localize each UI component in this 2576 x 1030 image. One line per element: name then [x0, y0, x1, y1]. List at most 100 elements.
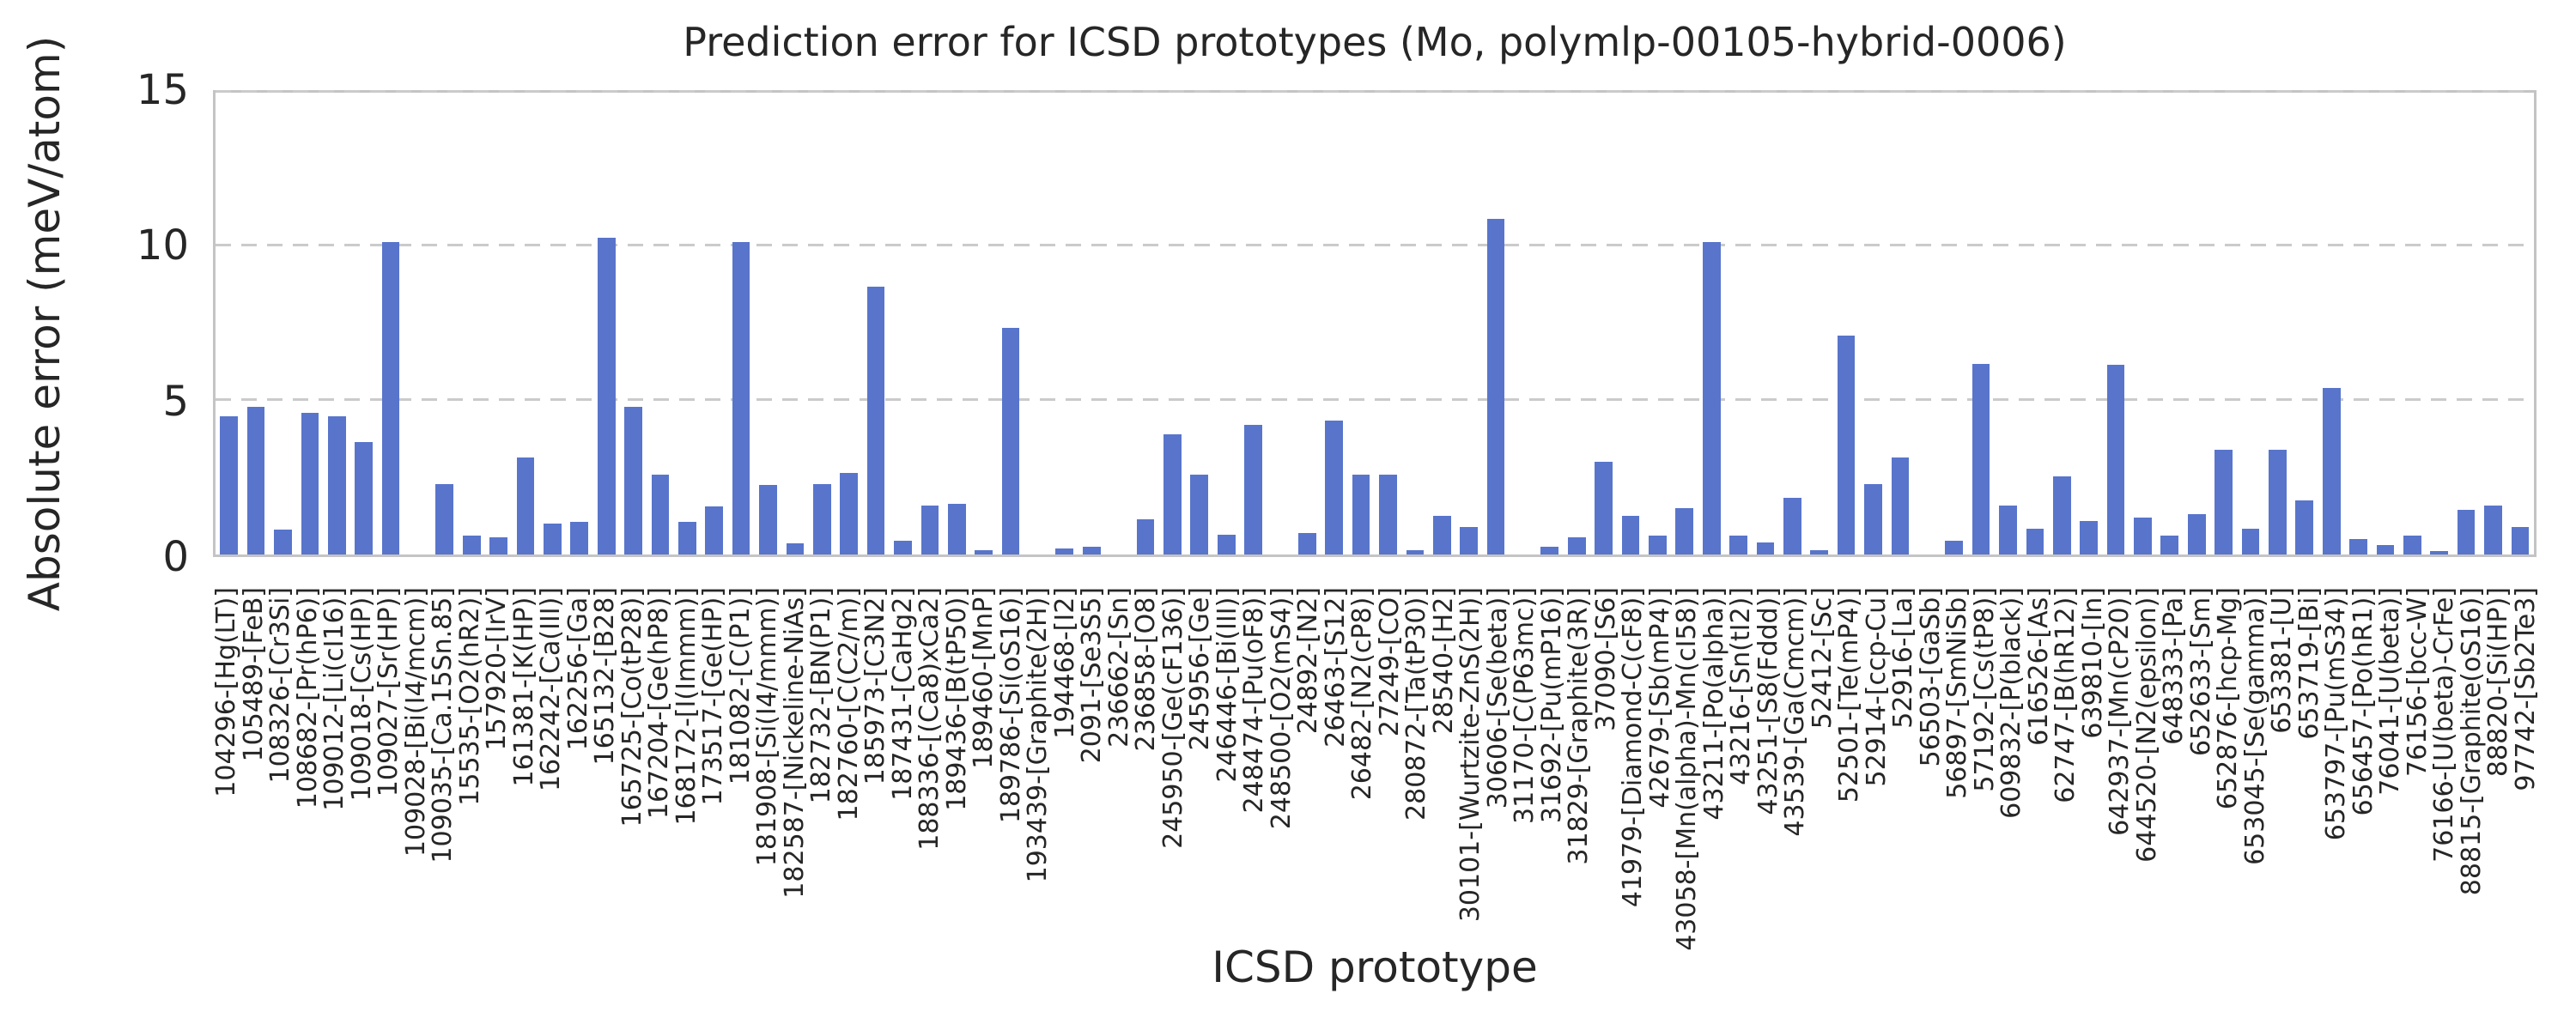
x-tick-label-248500-[O2(mS4)]: 248500-[O2(mS4)] [1266, 587, 1297, 830]
bar-30101-[Wurtzite-ZnS(2H)] [1460, 526, 1479, 554]
bar-157920-[IrV] [489, 537, 507, 554]
x-tick-label-193439-[Graphite(2H)]: 193439-[Graphite(2H)] [1023, 587, 1053, 883]
bar-52914-[ccp-Cu] [1864, 483, 1882, 554]
bar-167204-[Ge(hP8)] [651, 474, 670, 554]
x-tick-label-189460-[MnP]: 189460-[MnP] [969, 587, 999, 769]
x-tick-slot: 161381-[K(HP)] [509, 587, 539, 951]
bar-slot [835, 93, 862, 554]
bar-slot [620, 93, 647, 554]
x-tick-slot: 57192-[Cs(tP8)] [1970, 587, 2000, 951]
bar-165725-[Co(tP28)] [624, 406, 642, 554]
bar-88820-[Si(HP)] [2484, 505, 2502, 554]
x-tick-slot: 653719-[Bi] [2293, 587, 2324, 951]
x-tick-slot: 182732-[BN(P1)] [806, 587, 836, 951]
x-tick-label-43539-[Ga(Cmcm)]: 43539-[Ga(Cmcm)] [1780, 587, 1810, 837]
bar-slot [2237, 93, 2263, 554]
x-tick-label-2091-[Se3S5]: 2091-[Se3S5] [1077, 587, 1107, 764]
x-tick-label-167204-[Ge(hP8)]: 167204-[Ge(hP8)] [644, 587, 674, 820]
bar-slot [1429, 93, 1455, 554]
bar-245956-[Ge] [1190, 474, 1209, 554]
bar-43539-[Ga(Cmcm)] [1783, 497, 1801, 554]
x-tick-label-27249-[CO]: 27249-[CO] [1374, 587, 1405, 737]
bar-slot [1725, 93, 1752, 554]
x-tick-label-653797-[Pu(mS34)]: 653797-[Pu(mS34)] [2321, 587, 2351, 841]
bar-28540-[H2] [1432, 516, 1451, 554]
x-tick-slot: 30606-[Se(beta)] [1482, 587, 1513, 951]
bar-slot [1644, 93, 1671, 554]
x-tick-slot: 236858-[O8] [1131, 587, 1161, 951]
bar-slot [1159, 93, 1186, 554]
x-axis-tick-labels: 104296-[Hg(LT)] 105489-[FeB] 108326-[Cr3Si… [211, 587, 2541, 951]
bar-slot [1698, 93, 1724, 554]
x-tick-label-652633-[Sm]: 652633-[Sm] [2185, 587, 2216, 757]
bar-648333-[Pa] [2160, 536, 2179, 554]
x-tick-slot: 245950-[Ge(cF136)] [1158, 587, 1188, 951]
x-tick-label-109028-[Bi(I4/mcm)]: 109028-[Bi(I4/mcm)] [400, 587, 431, 857]
x-tick-slot: 56897-[SmNiSb] [1942, 587, 1972, 951]
x-tick-slot: 162242-[Ca(III)] [536, 587, 566, 951]
bar-slot [1536, 93, 1563, 554]
x-tick-label-76166-[U(beta)-CrFe]: 76166-[U(beta)-CrFe] [2429, 587, 2459, 863]
x-tick-label-52412-[Sc]: 52412-[Sc] [1807, 587, 1838, 730]
x-tick-label-168172-[I(Immm)]: 168172-[I(Immm)] [671, 587, 702, 826]
bar-182760-[C(C2/m)] [840, 472, 859, 554]
bar-slot [592, 93, 619, 554]
x-tick-slot: 31692-[Pu(mP16)] [1537, 587, 1567, 951]
bar-slot [1510, 93, 1536, 554]
bar-189436-[B(tP50)] [947, 503, 966, 554]
bar-slot [2291, 93, 2318, 554]
bar-slot [755, 93, 781, 554]
bar-slot [2049, 93, 2075, 554]
x-tick-label-109018-[Cs(HP)]: 109018-[Cs(HP)] [346, 587, 377, 802]
bar-slot [1455, 93, 1482, 554]
x-tick-slot: 88815-[Graphite(oS16)] [2457, 587, 2487, 951]
bar-57192-[Cs(tP8)] [1971, 363, 1990, 554]
x-tick-label-30101-[Wurtzite-ZnS(2H)]: 30101-[Wurtzite-ZnS(2H)] [1455, 587, 1485, 923]
x-tick-slot: 104296-[Hg(LT)] [211, 587, 241, 951]
bar-653719-[Bi] [2295, 500, 2314, 554]
bar-slot [431, 93, 458, 554]
x-tick-slot: 189786-[Si(oS16)] [995, 587, 1026, 951]
bar-181908-[Si(I4/mmm)] [759, 485, 777, 554]
x-tick-label-52914-[ccp-Cu]: 52914-[ccp-Cu] [1861, 587, 1892, 787]
x-tick-label-52916-[La]: 52916-[La] [1888, 587, 1918, 729]
bar-slot [997, 93, 1024, 554]
bar-280872-[Ta(tP30)] [1406, 549, 1425, 554]
bar-30606-[Se(beta)] [1486, 219, 1505, 554]
x-tick-label-108682-[Pr(hP6)]: 108682-[Pr(hP6)] [292, 587, 323, 809]
bar-56897-[SmNiSb] [1945, 540, 1964, 554]
x-tick-label-104296-[Hg(LT)]: 104296-[Hg(LT)] [211, 587, 241, 797]
x-tick-slot: 616526-[As] [2024, 587, 2054, 951]
x-tick-label-648333-[Pa]: 648333-[Pa] [2159, 587, 2189, 745]
bar-108326-[Cr3Si] [274, 530, 292, 554]
bar-slot [970, 93, 997, 554]
bar-43058-[Mn(alpha)-Mn(cI58)] [1675, 508, 1694, 554]
bar-639810-[In] [2080, 520, 2098, 554]
x-tick-label-15535-[O2(hR2)]: 15535-[O2(hR2)] [454, 587, 485, 806]
bar-162242-[Ca(III)] [544, 524, 562, 554]
x-tick-label-653719-[Bi]: 653719-[Bi] [2293, 587, 2324, 740]
x-tick-label-42679-[Sb(mP4)]: 42679-[Sb(mP4)] [1644, 587, 1675, 809]
x-tick-slot: 105489-[FeB] [239, 587, 269, 951]
bar-653045-[Se(gamma)] [2241, 528, 2260, 554]
x-tick-slot: 52501-[Te(mP4)] [1834, 587, 1864, 951]
x-tick-slot: 187431-[CaHg2] [888, 587, 918, 951]
x-tick-label-24892-[N2]: 24892-[N2] [1293, 587, 1323, 735]
x-tick-slot: 280872-[Ta(tP30)] [1401, 587, 1431, 951]
bar-slot [890, 93, 916, 554]
x-tick-slot: 109027-[Sr(HP)] [374, 587, 404, 951]
bar-slot [459, 93, 485, 554]
x-tick-label-109027-[Sr(HP)]: 109027-[Sr(HP)] [374, 587, 404, 797]
x-tick-slot: 62747-[B(hR12)] [2050, 587, 2081, 951]
bar-slot [566, 93, 592, 554]
bar-109018-[Cs(HP)] [355, 442, 373, 554]
x-tick-slot: 109012-[Li(cI16)] [319, 587, 349, 951]
bar-slot [1347, 93, 1374, 554]
x-tick-label-189786-[Si(oS16)]: 189786-[Si(oS16)] [995, 587, 1026, 824]
bar-slot [2021, 93, 2048, 554]
x-tick-slot: 644520-[N2(epsilon)] [2132, 587, 2162, 951]
x-tick-label-30606-[Se(beta)]: 30606-[Se(beta)] [1482, 587, 1513, 809]
bar-slot [2345, 93, 2372, 554]
x-tick-label-162242-[Ca(III)]: 162242-[Ca(III)] [536, 587, 566, 792]
bar-slot [1294, 93, 1321, 554]
